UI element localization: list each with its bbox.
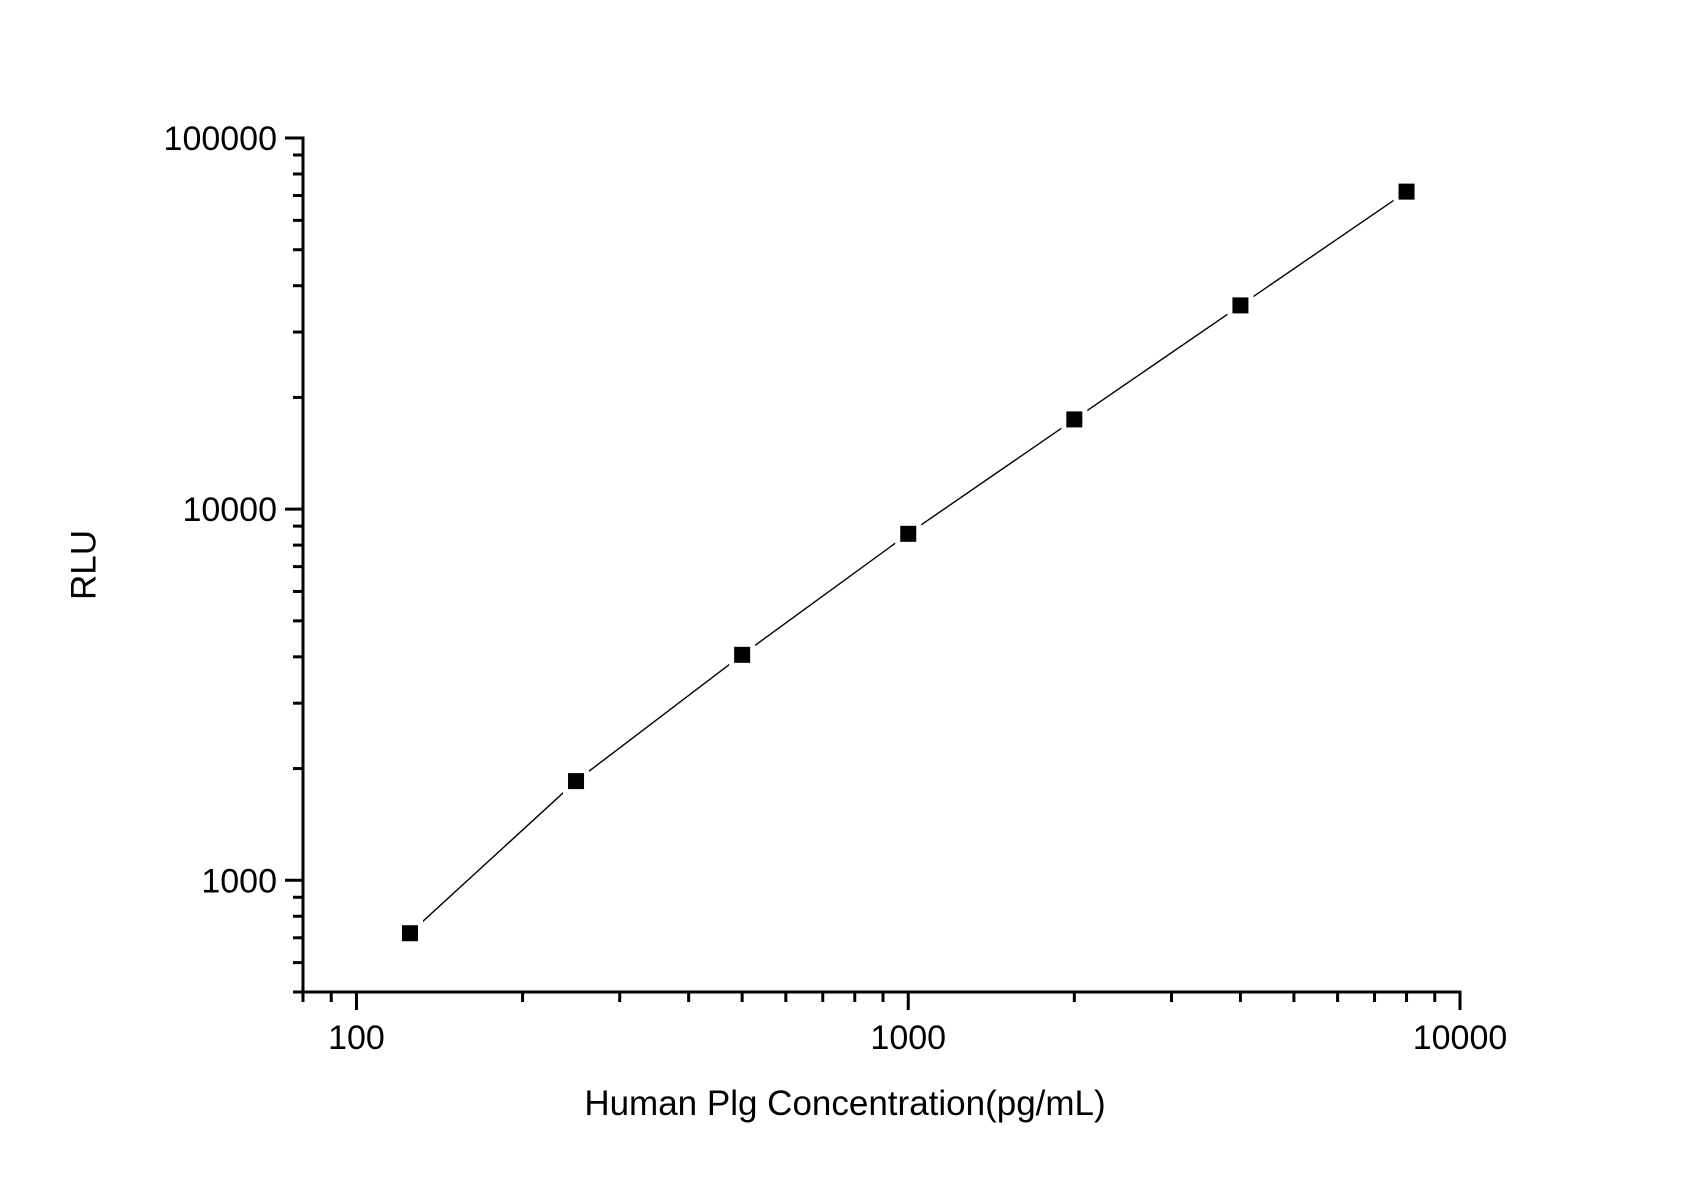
data-point-marker <box>568 773 585 790</box>
x-tick-label: 100 <box>328 1019 385 1057</box>
axis-spines <box>301 136 1462 994</box>
y-tick-label: 10000 <box>182 491 277 529</box>
x-tick-label: 1000 <box>870 1019 946 1057</box>
data-point-marker <box>401 925 418 942</box>
x-tick-label: 10000 <box>1413 1019 1508 1057</box>
data-point-marker <box>1066 411 1083 428</box>
data-point-marker <box>900 525 917 542</box>
data-point-marker <box>734 646 751 663</box>
data-point-marker <box>1398 183 1415 200</box>
y-tick-label: 100000 <box>164 120 277 158</box>
y-tick-label: 1000 <box>201 862 277 900</box>
x-axis-title: Human Plg Concentration(pg/mL) <box>584 1084 1106 1123</box>
data-point-marker <box>1232 297 1249 314</box>
standard-curve-line <box>409 191 1407 934</box>
y-axis-title: RLU <box>64 529 104 601</box>
